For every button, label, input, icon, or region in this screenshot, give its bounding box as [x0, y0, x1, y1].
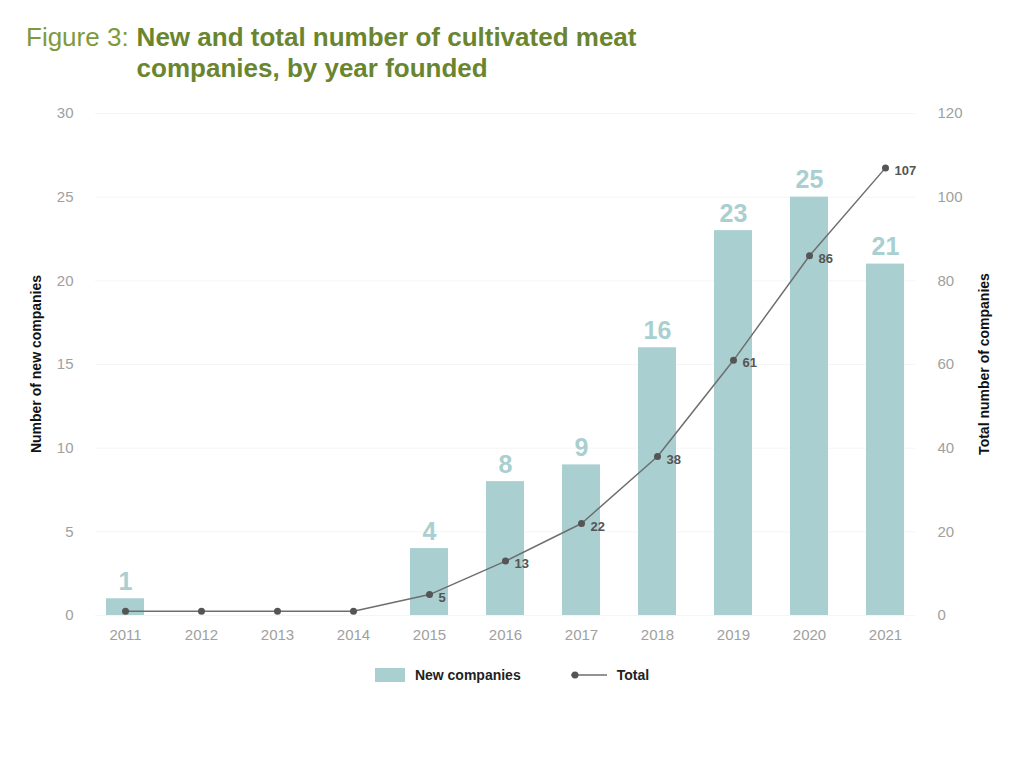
svg-text:25: 25: [796, 165, 824, 193]
svg-text:0: 0: [65, 606, 73, 623]
svg-text:2014: 2014: [337, 626, 370, 643]
svg-text:0: 0: [938, 606, 946, 623]
svg-text:107: 107: [895, 163, 917, 178]
svg-text:13: 13: [515, 556, 529, 571]
svg-text:2017: 2017: [565, 626, 598, 643]
html-text:Number of new companies: Number of new companies: [28, 274, 44, 454]
html-text:Total number of companies: Total number of companies: [976, 273, 992, 455]
svg-text:86: 86: [819, 251, 833, 266]
svg-text:80: 80: [938, 272, 955, 289]
svg-text:2011: 2011: [109, 626, 141, 643]
svg-text:40: 40: [938, 439, 955, 456]
svg-text:2018: 2018: [641, 626, 674, 643]
svg-text:100: 100: [938, 188, 963, 205]
svg-text:60: 60: [938, 355, 955, 372]
svg-text:2013: 2013: [261, 626, 294, 643]
svg-text:25: 25: [57, 188, 74, 205]
svg-text:9: 9: [575, 433, 589, 461]
svg-text:2021: 2021: [869, 626, 902, 643]
svg-text:10: 10: [57, 439, 74, 456]
svg-text:4: 4: [423, 517, 437, 545]
svg-text:120: 120: [938, 104, 963, 121]
svg-text:5: 5: [65, 523, 73, 540]
svg-text:20: 20: [938, 523, 955, 540]
svg-text:2015: 2015: [413, 626, 446, 643]
svg-text:61: 61: [743, 355, 757, 370]
svg-text:2020: 2020: [793, 626, 826, 643]
svg-text:16: 16: [644, 316, 672, 344]
svg-text:8: 8: [499, 450, 513, 478]
svg-text:21: 21: [872, 232, 900, 260]
html-text:Total: Total: [616, 667, 650, 683]
svg-text:23: 23: [720, 199, 748, 227]
svg-text:2019: 2019: [717, 626, 750, 643]
svg-text:20: 20: [57, 272, 74, 289]
svg-text:2016: 2016: [489, 626, 522, 643]
svg-text:2012: 2012: [185, 626, 218, 643]
svg-text:30: 30: [57, 104, 74, 121]
svg-text:15: 15: [57, 355, 74, 372]
svg-text:38: 38: [667, 452, 681, 467]
svg-text:22: 22: [591, 519, 605, 534]
svg-text:5: 5: [439, 590, 446, 605]
html-text:Figure 3: New and total number: Figure 3: New and total number of cultiv…: [26, 22, 637, 83]
html-text:New companies: New companies: [414, 667, 521, 683]
svg-text:1: 1: [119, 567, 133, 595]
